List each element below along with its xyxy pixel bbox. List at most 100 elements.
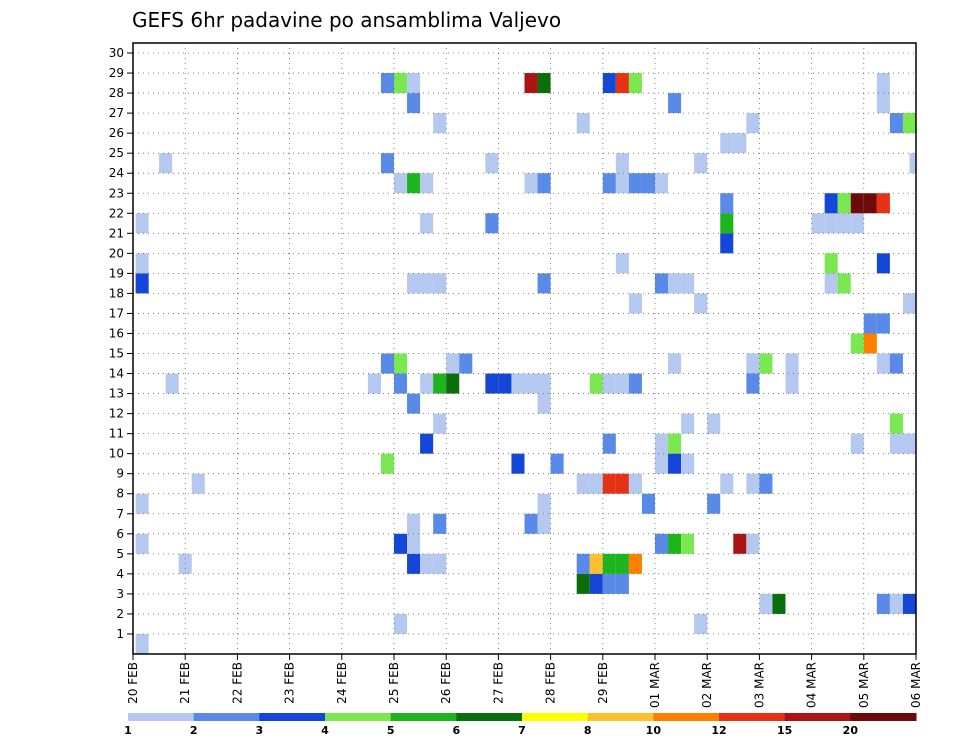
precip-cell-56	[850, 433, 864, 454]
precip-cell-26	[681, 533, 695, 554]
precip-cell-2	[694, 613, 708, 634]
legend-label-5: 5	[387, 724, 395, 737]
precip-cell-78	[615, 373, 629, 394]
precip-cell-52	[420, 433, 434, 454]
precip-cell-91	[889, 353, 903, 374]
precip-cell-88	[759, 353, 773, 374]
precip-cell-129	[407, 173, 421, 194]
y-tick-label-22: 22	[109, 206, 124, 220]
precip-cell-17	[589, 553, 603, 574]
y-tick-label-19: 19	[109, 266, 124, 280]
precip-cell-68	[420, 373, 434, 394]
precip-cell-64	[537, 393, 551, 414]
y-tick-label-30: 30	[109, 46, 124, 60]
precip-cell-57	[889, 433, 903, 454]
x-tick-label: 04 MAR	[805, 662, 819, 708]
legend-swatch-5	[456, 713, 523, 721]
x-tick-label: 29 FEB	[596, 662, 610, 704]
y-tick-label-5: 5	[116, 547, 124, 561]
legend-label-2: 2	[190, 724, 198, 737]
precip-cell-79	[628, 373, 642, 394]
precip-cell-83	[394, 353, 408, 374]
y-tick-label-2: 2	[116, 607, 124, 621]
precip-cell-11	[615, 573, 629, 594]
precip-cell-6	[889, 593, 903, 614]
precip-cell-132	[537, 173, 551, 194]
precip-cell-148	[746, 113, 760, 134]
precip-cell-5	[876, 593, 890, 614]
precip-cell-69	[433, 373, 447, 394]
precip-cell-135	[628, 173, 642, 194]
y-tick-label-17: 17	[109, 306, 124, 320]
precip-cell-35	[641, 493, 655, 514]
x-tick-label: 05 MAR	[857, 662, 871, 708]
y-tick-label-1: 1	[116, 627, 124, 641]
precip-cell-70	[446, 373, 460, 394]
y-tick-label-10: 10	[109, 447, 124, 461]
precip-cell-53	[602, 433, 616, 454]
precip-cell-119	[824, 213, 838, 234]
precip-cell-82	[380, 353, 394, 374]
precip-cell-61	[707, 413, 721, 434]
y-tick-label-28: 28	[109, 86, 124, 100]
legend-label-4: 4	[321, 724, 329, 737]
x-tick-label: 24 FEB	[335, 662, 349, 704]
precip-cell-127	[876, 193, 890, 214]
precip-cell-14	[420, 553, 434, 574]
precip-cell-39	[589, 473, 603, 494]
y-tick-label-23: 23	[109, 186, 124, 200]
precip-cell-22	[394, 533, 408, 554]
precip-cell-0	[135, 633, 149, 654]
precip-cell-102	[433, 273, 447, 294]
precip-cell-110	[615, 253, 629, 274]
precip-cell-33	[135, 493, 149, 514]
precip-cell-99	[135, 273, 149, 294]
legend-swatch-3	[325, 713, 392, 721]
legend-label-6: 6	[453, 724, 461, 737]
precip-cell-34	[537, 493, 551, 514]
precip-cell-130	[420, 173, 434, 194]
precip-cell-21	[135, 533, 149, 554]
precip-cell-136	[641, 173, 655, 194]
x-tick-label: 03 MAR	[752, 662, 766, 708]
precip-cell-141	[615, 153, 629, 174]
precip-cell-47	[511, 453, 525, 474]
precip-cell-131	[524, 173, 538, 194]
precip-cell-98	[902, 293, 916, 314]
legend-swatch-1	[193, 713, 260, 721]
precip-cell-18	[602, 553, 616, 574]
legend-swatch-4	[390, 713, 457, 721]
precip-cell-153	[876, 93, 890, 114]
precip-cell-13	[407, 553, 421, 574]
legend-swatch-10	[784, 713, 851, 721]
precip-cell-59	[433, 413, 447, 434]
legend-label-20: 20	[843, 724, 859, 737]
precip-cell-51	[681, 453, 695, 474]
legend-swatch-2	[259, 713, 326, 721]
precip-cell-37	[191, 473, 205, 494]
x-tick-label: 01 MAR	[648, 662, 662, 708]
precip-cell-67	[394, 373, 408, 394]
precip-cell-147	[576, 113, 590, 134]
precip-cell-103	[537, 273, 551, 294]
precip-cell-160	[615, 73, 629, 94]
precip-cell-156	[407, 73, 421, 94]
precip-cell-20	[628, 553, 642, 574]
legend-label-12: 12	[711, 724, 726, 737]
precip-cell-146	[433, 113, 447, 134]
chart-title: GEFS 6hr padavine po ansamblima Valjevo	[132, 8, 561, 32]
precip-cell-107	[824, 273, 838, 294]
y-tick-label-7: 7	[116, 507, 124, 521]
color-legend: 1 2 3 4 5 6 7 8 10 12 15 20	[124, 713, 917, 737]
precip-cell-45	[759, 473, 773, 494]
precip-cell-48	[550, 453, 564, 474]
precip-cell-85	[459, 353, 473, 374]
precip-cell-106	[681, 273, 695, 294]
precip-cell-8	[576, 573, 590, 594]
x-axis: 20 FEB 21 FEB 22 FEB 23 FEB 24 FEB 25 FEB 26 F…	[126, 654, 923, 708]
precip-cell-93	[863, 333, 877, 354]
precip-cell-150	[902, 113, 916, 134]
precip-cell-4	[772, 593, 786, 614]
precip-cell-122	[720, 193, 734, 214]
precipitation-cells	[135, 73, 916, 654]
